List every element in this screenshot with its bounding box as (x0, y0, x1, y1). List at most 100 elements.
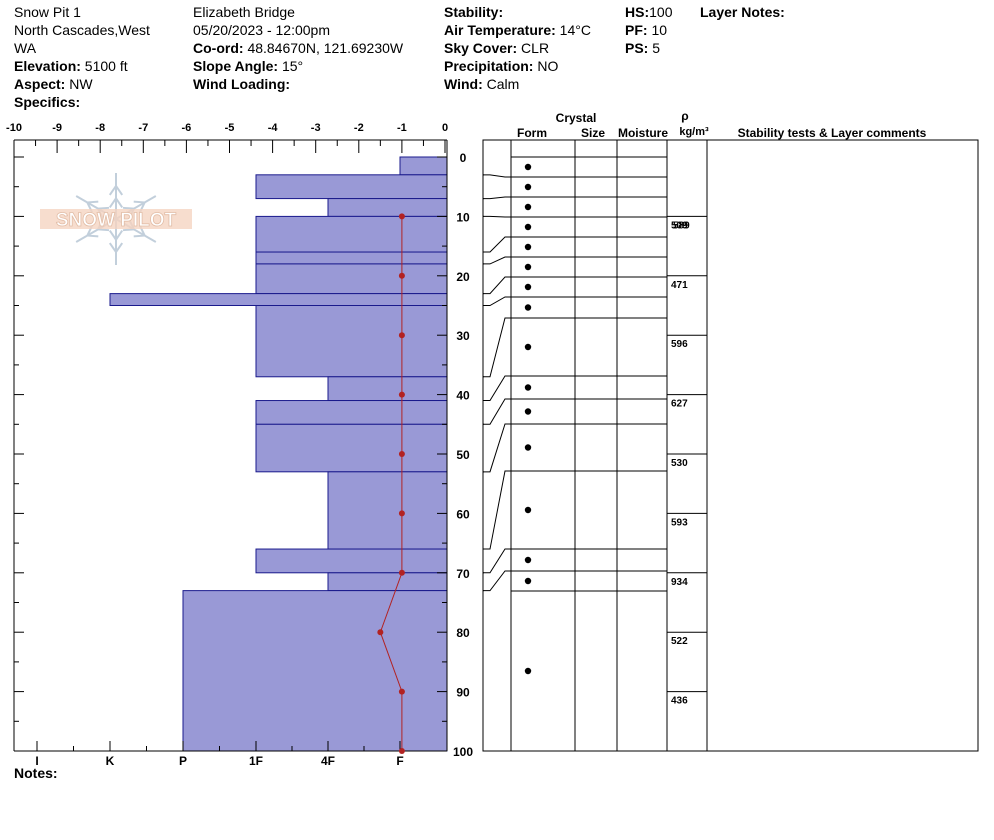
temp-tick-label: -7 (138, 122, 148, 134)
temperature-profile (377, 213, 405, 754)
temp-tick-label: -3 (311, 122, 321, 134)
temp-tick-label: 0 (442, 122, 448, 134)
form-symbol (524, 163, 532, 171)
coord-value: 48.84670N, 121.69230W (247, 40, 404, 56)
depth-tick-label: 20 (456, 270, 470, 284)
temp-tick-label: -4 (268, 122, 279, 134)
ps-row: PS: 5 (625, 39, 672, 57)
temperature-line (379, 216, 403, 751)
layer-connector (483, 256, 667, 265)
pit-stats: HS:100 PF: 10 PS: 5 (625, 3, 672, 57)
layer-connector (483, 236, 667, 253)
hardness-layers (109, 156, 448, 752)
layer-connector (483, 470, 667, 550)
hs-row: HS:100 (625, 3, 672, 21)
form-symbol (524, 408, 532, 415)
flake-branch (133, 200, 145, 204)
temperature-point (398, 451, 405, 457)
form-symbol (524, 283, 532, 291)
layer-connector (483, 276, 667, 295)
location-line-1: North Cascades,West (14, 22, 150, 38)
hardness-tick-label: 1F (249, 754, 263, 768)
density-value-overlap: 589 (673, 220, 690, 231)
observation-datetime: 05/20/2023 - 12:00pm (193, 22, 330, 38)
wind-loading-row: Wind Loading: (193, 75, 403, 93)
wind-label: Wind: (444, 76, 483, 92)
hardness-tick-label: 4F (321, 754, 335, 768)
hardness-tick-label: F (396, 754, 403, 768)
form-symbol (524, 203, 532, 211)
layer-connector (483, 375, 667, 402)
form-symbol (524, 577, 532, 585)
hardness-layer-bar (109, 293, 448, 306)
depth-tick-label: 90 (456, 686, 470, 700)
flake-branch (133, 234, 145, 238)
flake-branch (108, 230, 117, 241)
hardness-layer-bar (255, 215, 448, 253)
hs-value: 100 (649, 4, 673, 20)
temp-tick-label: -6 (182, 122, 192, 134)
temperature-point (398, 332, 405, 339)
hardness-layer-bar (399, 156, 448, 176)
aspect-row: Aspect: NW (14, 75, 150, 93)
depth-tick-label: 0 (460, 151, 467, 165)
elevation-row: Elevation: 5100 ft (14, 57, 150, 75)
pf-value: 10 (651, 22, 668, 38)
header-crystal: Crystal (556, 111, 597, 125)
flake-branch (87, 234, 99, 238)
observer-name: Elizabeth Bridge (193, 4, 295, 20)
layer-connector (483, 296, 667, 306)
hs-label: HS: (625, 4, 650, 20)
flake-branch (97, 228, 110, 232)
flake-branch (122, 206, 135, 210)
stability-row: Stability: (444, 3, 591, 21)
pf-row: PF: 10 (625, 21, 672, 39)
precip-value: NO (537, 58, 559, 74)
flake-branch (122, 228, 135, 232)
sky-value: CLR (521, 40, 550, 56)
specifics-label: Specifics: (14, 94, 81, 110)
air-temp-label: Air Temperature: (444, 22, 556, 38)
elevation-value: 5100 ft (84, 58, 128, 74)
hardness-layer-bar (255, 174, 448, 200)
flake-branch (108, 197, 117, 208)
form-symbol (524, 384, 532, 391)
hardness-layer-bar (327, 376, 448, 402)
flake-branch (115, 230, 124, 241)
aspect-value: NW (69, 76, 93, 92)
layer-connector (483, 215, 667, 218)
temp-tick-label: -1 (397, 122, 407, 134)
hardness-tick-label: P (179, 754, 187, 768)
header-size: Size (581, 126, 605, 140)
header-moisture: Moisture (618, 126, 668, 140)
form-symbol (524, 444, 532, 451)
flake-branch (87, 200, 99, 204)
wind-row: Wind: Calm (444, 75, 591, 93)
form-symbol (524, 263, 532, 271)
form-symbol (524, 667, 532, 675)
stability-label: Stability: (444, 4, 504, 20)
layer-connector (483, 548, 667, 574)
depth-tick-label: 70 (456, 567, 470, 581)
density-value: 593 (671, 517, 688, 528)
depth-tick-label: 30 (456, 329, 470, 343)
layer-connector (483, 174, 667, 178)
header-rho-unit: kg/m³ (679, 126, 709, 138)
slope-row: Slope Angle: 15° (193, 57, 403, 75)
depth-tick-label: 80 (456, 626, 470, 640)
density-value: 934 (671, 577, 688, 588)
temperature-point (398, 213, 405, 220)
header-comments: Stability tests & Layer comments (738, 126, 927, 140)
header-form: Form (517, 126, 547, 140)
pit-info: Snow Pit 1 North Cascades,West WA Elevat… (14, 3, 150, 111)
pf-label: PF: (625, 22, 648, 38)
hardness-layer-bar (255, 423, 448, 473)
temp-tick-label: -2 (354, 122, 364, 134)
coord-row: Co-ord: 48.84670N, 121.69230W (193, 39, 403, 57)
form-symbol (524, 183, 532, 191)
temperature-point (398, 510, 405, 517)
watermark-text: SNOW PILOT (56, 210, 177, 231)
watermark-banner (40, 209, 192, 229)
hardness-layer-bar (327, 198, 448, 217)
precip-label: Precipitation: (444, 58, 534, 74)
